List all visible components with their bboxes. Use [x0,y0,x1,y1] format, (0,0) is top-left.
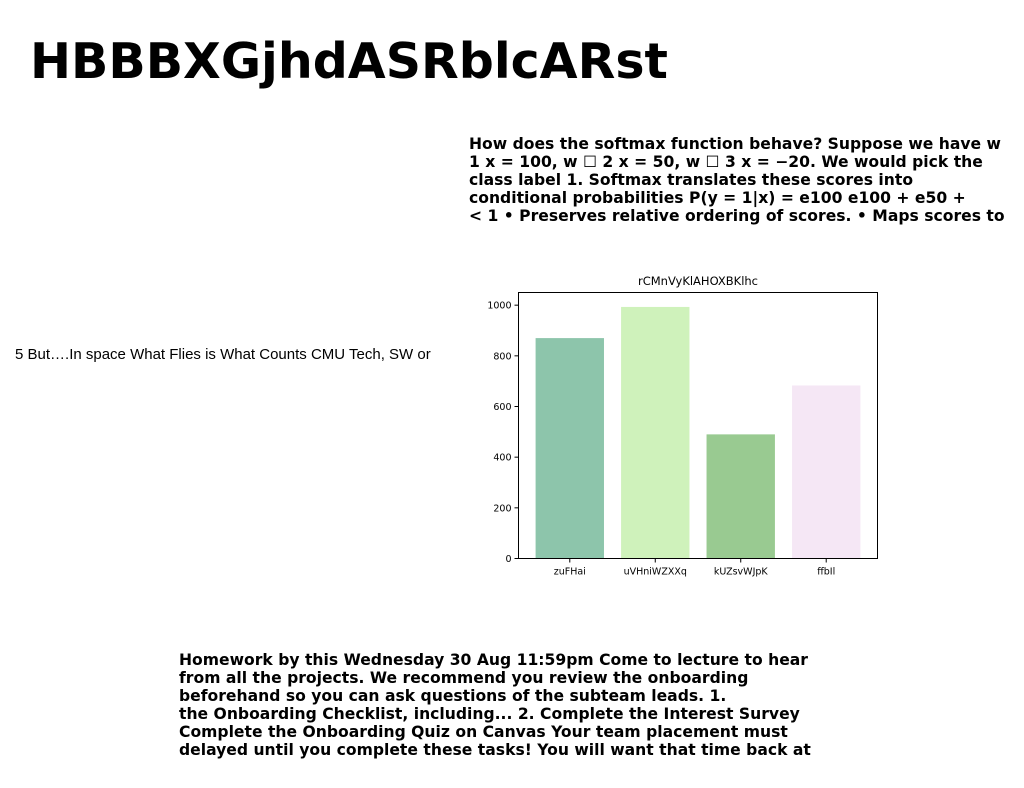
homework-line: Complete the Onboarding Quiz on Canvas Y… [179,723,788,741]
y-tick-label: 400 [493,453,511,464]
bar-zuFHai [535,338,604,559]
homework-line: from all the projects. We recommend you … [179,669,749,687]
y-tick-label: 800 [493,351,511,362]
softmax-line: How does the softmax function behave? Su… [469,135,1001,153]
x-tick-label: uVHniWZXXq [624,567,687,578]
side-caption: 5 But….In space What Flies is What Count… [15,346,431,363]
bars-layer [535,306,861,559]
chart-title: rCMnVyKlAHOXBKlhc [638,274,758,288]
y-axis: 0 200 400 600 800 1000 [487,301,519,565]
softmax-line: class label 1. Softmax translates these … [469,171,914,189]
softmax-text-block: How does the softmax function behave? Su… [469,135,1024,225]
softmax-line: < 1 • Preserves relative ordering of sco… [469,207,1005,225]
plot-frame [518,292,878,559]
x-tick-label: kUZsvWJpK [714,567,769,578]
homework-line: delayed until you complete these tasks! … [179,741,811,759]
y-tick-label: 600 [493,402,511,413]
bar-uVHniWZXXq [621,306,690,559]
bar-chart: rCMnVyKlAHOXBKlhc 0 200 400 600 800 1000 zuFH… [487,274,878,578]
homework-line: the Onboarding Checklist, including... 2… [179,705,800,723]
softmax-line: 1 x = 100, w ☐ 2 x = 50, w ☐ 3 x = −20. … [469,153,983,171]
x-axis: zuFHai uVHniWZXXq kUZsvWJpK ffbIl [554,558,835,578]
homework-text-block: Homework by this Wednesday 30 Aug 11:59p… [179,651,839,759]
page-title: HBBBXGjhdASRblcARst [30,33,668,90]
bar-kUZsvWJpK [706,434,775,559]
y-tick-label: 1000 [487,301,511,312]
homework-line: beforehand so you can ask questions of t… [179,687,727,705]
softmax-line: conditional probabilities P(y = 1|x) = e… [469,189,966,207]
y-tick-label: 200 [493,503,511,514]
y-tick-label: 0 [505,554,511,565]
homework-line: Homework by this Wednesday 30 Aug 11:59p… [179,651,808,669]
x-tick-label: zuFHai [554,567,586,578]
bar-ffbIl [792,385,861,559]
x-tick-label: ffbIl [817,567,835,578]
